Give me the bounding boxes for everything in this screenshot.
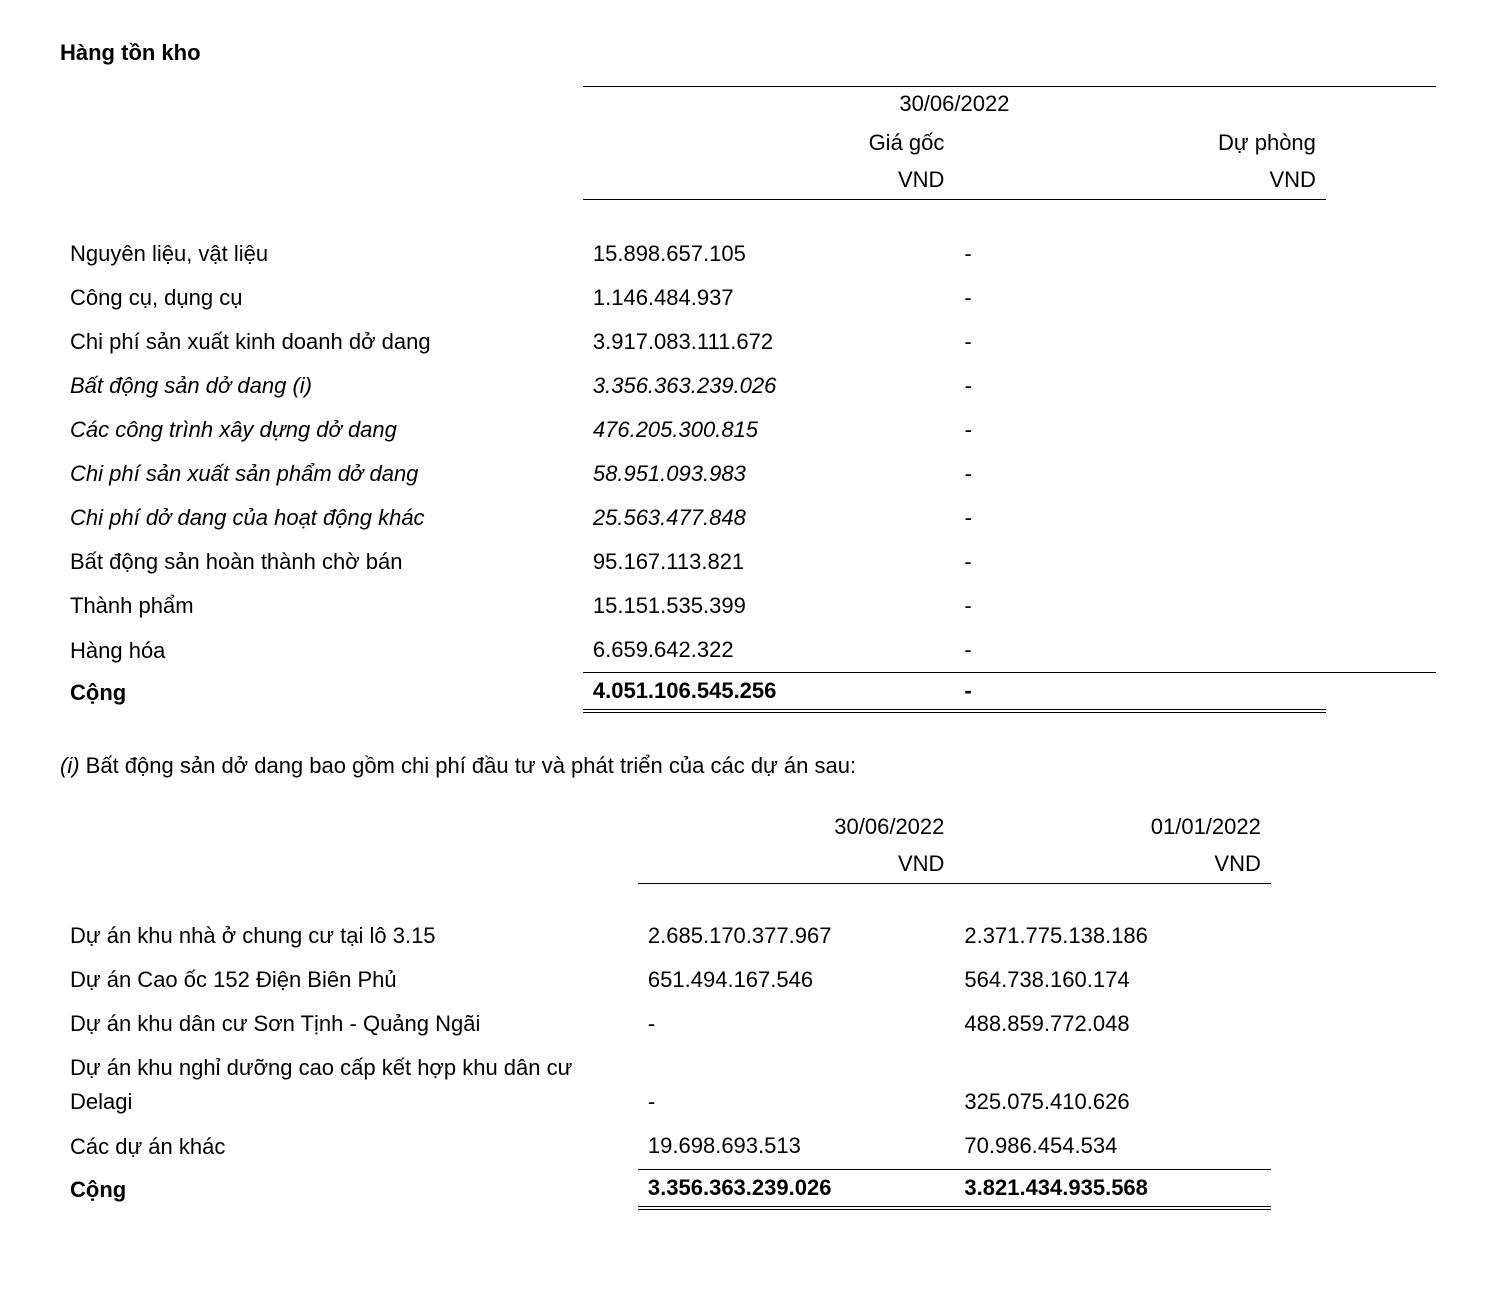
row-value-c1: 19.698.693.513	[638, 1124, 954, 1169]
row-value-c2: 2.371.775.138.186	[954, 914, 1270, 958]
row-value-c1: 2.685.170.377.967	[638, 914, 954, 958]
table1-col-header-row-2: VND VND	[60, 162, 1436, 200]
note-i-marker: (i)	[60, 753, 80, 778]
table1-total-c1: 4.051.106.545.256	[593, 678, 777, 703]
table1-date: 30/06/2022	[899, 91, 1009, 116]
table-row: Bất động sản dở dang (i)3.356.363.239.02…	[60, 364, 1436, 408]
row-label: Chi phí dở dang của hoạt động khác	[60, 496, 583, 540]
table2-total-c1: 3.356.363.239.026	[648, 1175, 832, 1200]
row-value-cost: 3.917.083.111.672	[583, 320, 955, 364]
row-value-c1: 651.494.167.546	[638, 958, 954, 1002]
row-value-cost: 15.898.657.105	[583, 232, 955, 276]
row-value-c2: 70.986.454.534	[954, 1124, 1270, 1169]
table1-col2-label1: Dự phòng	[1218, 130, 1316, 155]
row-label: Công cụ, dụng cụ	[60, 276, 583, 320]
table-row: Các dự án khác19.698.693.51370.986.454.5…	[60, 1124, 1436, 1169]
table1-total-label: Cộng	[70, 680, 126, 705]
row-value-c2: 325.075.410.626	[954, 1046, 1270, 1124]
table-row: Hàng hóa6.659.642.322-	[60, 628, 1436, 673]
table-row: Bất động sản hoàn thành chờ bán95.167.11…	[60, 540, 1436, 584]
table1-total-c2: -	[964, 678, 971, 703]
table2-col2-label2: VND	[1214, 851, 1260, 876]
inventory-table: 30/06/2022 Giá gốc Dự phòng VND VND Nguy…	[60, 86, 1436, 713]
row-value-cost: 15.151.535.399	[583, 584, 955, 628]
table-row: Dự án khu dân cư Sơn Tịnh - Quảng Ngãi-4…	[60, 1002, 1436, 1046]
row-label: Nguyên liệu, vật liệu	[60, 232, 583, 276]
row-value-cost: 3.356.363.239.026	[583, 364, 955, 408]
row-value-provision: -	[954, 408, 1326, 452]
row-value-cost: 1.146.484.937	[583, 276, 955, 320]
row-label: Chi phí sản xuất sản phẩm dở dang	[60, 452, 583, 496]
row-label: Dự án Cao ốc 152 Điện Biên Phủ	[60, 958, 638, 1002]
row-label: Dự án khu nghỉ dưỡng cao cấp kết hợp khu…	[60, 1046, 638, 1124]
table-row: Công cụ, dụng cụ1.146.484.937-	[60, 276, 1436, 320]
table1-col1-label1: Giá gốc	[869, 130, 945, 155]
table-row: Thành phẩm15.151.535.399-	[60, 584, 1436, 628]
row-label: Các dự án khác	[60, 1124, 638, 1169]
row-value-provision: -	[954, 540, 1326, 584]
table-row: Dự án khu nhà ở chung cư tại lô 3.152.68…	[60, 914, 1436, 958]
row-label: Dự án khu nhà ở chung cư tại lô 3.15	[60, 914, 638, 958]
note-i: (i) Bất động sản dở dang bao gồm chi phí…	[60, 753, 1436, 779]
row-value-c2: 564.738.160.174	[954, 958, 1270, 1002]
table-row: Nguyên liệu, vật liệu15.898.657.105-	[60, 232, 1436, 276]
row-label: Bất động sản dở dang (i)	[60, 364, 583, 408]
table1-date-header-row: 30/06/2022	[60, 87, 1436, 126]
row-value-provision: -	[954, 276, 1326, 320]
table2-col2-label1: 01/01/2022	[1151, 814, 1261, 839]
table1-col1-label2: VND	[898, 167, 944, 192]
table2-col1-label2: VND	[898, 851, 944, 876]
table2-total-label: Cộng	[70, 1177, 126, 1202]
table-row: Dự án Cao ốc 152 Điện Biên Phủ651.494.16…	[60, 958, 1436, 1002]
row-value-provision: -	[954, 232, 1326, 276]
row-value-cost: 58.951.093.983	[583, 452, 955, 496]
row-label: Chi phí sản xuất kinh doanh dở dang	[60, 320, 583, 364]
row-value-c1: -	[638, 1046, 954, 1124]
table-row: Dự án khu nghỉ dưỡng cao cấp kết hợp khu…	[60, 1046, 1436, 1124]
row-value-cost: 6.659.642.322	[583, 628, 955, 673]
row-value-provision: -	[954, 364, 1326, 408]
row-value-c2: 488.859.772.048	[954, 1002, 1270, 1046]
table-row: Chi phí sản xuất kinh doanh dở dang3.917…	[60, 320, 1436, 364]
table2-col1-label1: 30/06/2022	[834, 814, 944, 839]
table1-total-row: Cộng 4.051.106.545.256 -	[60, 673, 1436, 712]
table-row: Các công trình xây dựng dở dang476.205.3…	[60, 408, 1436, 452]
row-value-cost: 95.167.113.821	[583, 540, 955, 584]
table1-col2-label2: VND	[1269, 167, 1315, 192]
table2-total-row: Cộng 3.356.363.239.026 3.821.434.935.568	[60, 1169, 1436, 1208]
table2-col-header-row-1: 30/06/2022 01/01/2022	[60, 809, 1436, 846]
projects-table: 30/06/2022 01/01/2022 VND VND Dự án khu …	[60, 809, 1436, 1209]
row-value-provision: -	[954, 584, 1326, 628]
row-value-provision: -	[954, 628, 1326, 673]
row-value-provision: -	[954, 496, 1326, 540]
row-label: Hàng hóa	[60, 628, 583, 673]
row-value-cost: 25.563.477.848	[583, 496, 955, 540]
row-value-provision: -	[954, 452, 1326, 496]
section-title: Hàng tồn kho	[60, 40, 1436, 66]
row-label: Dự án khu dân cư Sơn Tịnh - Quảng Ngãi	[60, 1002, 638, 1046]
row-label: Bất động sản hoàn thành chờ bán	[60, 540, 583, 584]
table-row: Chi phí sản xuất sản phẩm dở dang58.951.…	[60, 452, 1436, 496]
note-i-text: Bất động sản dở dang bao gồm chi phí đầu…	[86, 753, 856, 778]
row-label: Thành phẩm	[60, 584, 583, 628]
row-value-c1: -	[638, 1002, 954, 1046]
table2-col-header-row-2: VND VND	[60, 846, 1436, 884]
table-row: Chi phí dở dang của hoạt động khác25.563…	[60, 496, 1436, 540]
row-value-provision: -	[954, 320, 1326, 364]
table2-total-c2: 3.821.434.935.568	[964, 1175, 1148, 1200]
row-value-cost: 476.205.300.815	[583, 408, 955, 452]
table1-col-header-row-1: Giá gốc Dự phòng	[60, 125, 1436, 162]
row-label: Các công trình xây dựng dở dang	[60, 408, 583, 452]
